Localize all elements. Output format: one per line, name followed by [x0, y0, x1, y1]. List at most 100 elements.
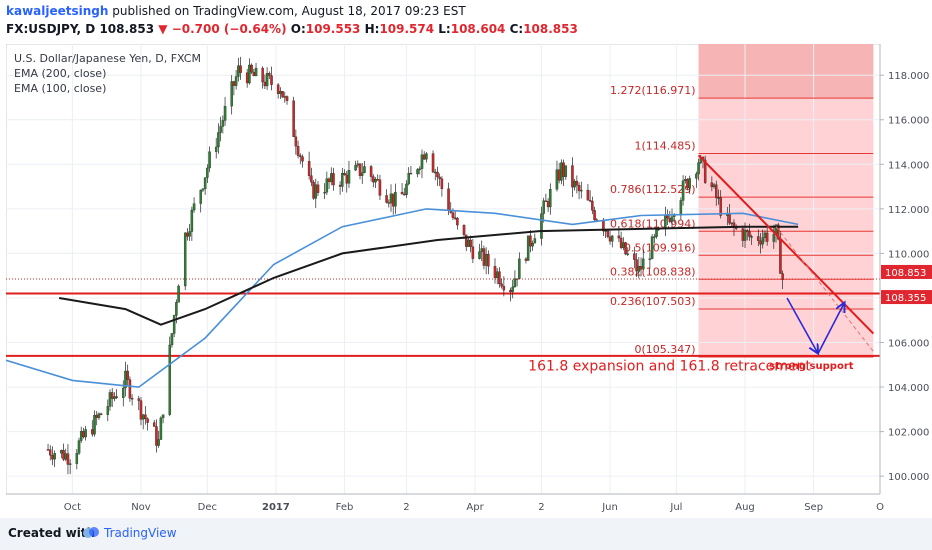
- candle-body: [250, 64, 253, 73]
- candle-body: [456, 217, 459, 226]
- legend-entry: EMA (200, close): [14, 67, 106, 80]
- candle-body: [741, 228, 745, 241]
- candle-body: [360, 172, 364, 176]
- candle-body: [232, 81, 236, 86]
- author-link[interactable]: kawaljeetsingh: [6, 4, 109, 18]
- candle-body: [480, 248, 483, 252]
- projection-arrow: [817, 302, 845, 355]
- candle-body: [779, 238, 782, 274]
- candle-body: [219, 126, 222, 133]
- candle-body: [128, 379, 132, 399]
- candle-body: [515, 278, 519, 280]
- candle-body: [347, 170, 351, 184]
- legend-entry: EMA (100, close): [14, 82, 106, 95]
- candle-body: [750, 236, 753, 238]
- candle-body: [407, 172, 410, 185]
- publish-line: kawaljeetsingh published on TradingView.…: [6, 4, 466, 18]
- candle-body: [493, 266, 497, 278]
- candle-body: [757, 236, 760, 241]
- x-tick-label: Dec: [198, 502, 217, 513]
- candle-body: [99, 413, 103, 415]
- candle-body: [75, 453, 79, 464]
- candle-body: [743, 230, 747, 241]
- x-tick-label: Feb: [336, 502, 354, 513]
- y-tick-label: 100.000: [888, 472, 929, 483]
- candle-body: [341, 173, 344, 187]
- candle-body: [513, 278, 517, 288]
- candle-body: [394, 191, 397, 207]
- candle-body: [487, 254, 490, 267]
- candle-body: [245, 72, 249, 84]
- fib-level-label: 0.5(109.916): [624, 241, 696, 254]
- candle-body: [562, 162, 565, 177]
- candle-body: [619, 237, 623, 248]
- candle-body: [60, 450, 63, 454]
- candle-body: [106, 406, 110, 415]
- candles-group: [46, 56, 784, 475]
- close-label: C:: [509, 22, 524, 36]
- candle-body: [710, 182, 714, 188]
- price-tag: [881, 290, 932, 305]
- candle-body: [97, 413, 101, 418]
- candle-body: [323, 192, 326, 194]
- candle-body: [378, 179, 382, 196]
- candle-body: [66, 453, 70, 465]
- candle-body: [159, 417, 163, 440]
- candle-body: [389, 193, 393, 204]
- candle-body: [639, 266, 643, 270]
- candle-body: [405, 183, 408, 195]
- candle-body: [617, 235, 621, 239]
- candle-body: [177, 285, 180, 303]
- x-tick-label: Oct: [64, 502, 81, 513]
- candle-body: [498, 271, 501, 285]
- candle-body: [626, 253, 630, 255]
- candle-body: [254, 67, 258, 77]
- candle-body: [763, 232, 767, 238]
- candle-body: [511, 286, 514, 293]
- candle-body: [655, 229, 658, 237]
- x-tick-label: Sep: [804, 502, 823, 513]
- candle-body: [586, 189, 590, 201]
- expansion-annotation: 161.8 expansion and 161.8 retracement: [528, 358, 811, 374]
- candle-body: [591, 200, 594, 211]
- price-chart[interactable]: 1.272(116.971) 1(114.485) 0.786(112.529) 0.…: [6, 44, 932, 518]
- candle-body: [137, 398, 141, 401]
- candle-body: [155, 426, 158, 446]
- candle-body: [130, 398, 134, 400]
- candle-body: [270, 75, 273, 85]
- candle-body: [188, 231, 191, 237]
- candle-body: [436, 171, 439, 178]
- tradingview-logo-icon: [83, 527, 99, 538]
- footer: Created with TradingView: [0, 518, 932, 550]
- candle-body: [451, 212, 455, 218]
- candle-body: [122, 387, 125, 398]
- y-tick-label: 102.000: [888, 428, 929, 439]
- x-tick-label: Apr: [466, 502, 484, 513]
- candle-body: [68, 463, 72, 465]
- candle-body: [664, 214, 667, 229]
- candle-body: [409, 172, 413, 175]
- candle-body: [684, 179, 687, 181]
- candle-body: [230, 81, 233, 107]
- candle-body: [420, 154, 424, 169]
- tradingview-brand[interactable]: TradingView: [104, 526, 177, 540]
- candle-body: [252, 71, 256, 77]
- candle-body: [542, 200, 545, 214]
- candle-body: [110, 392, 114, 399]
- candle-body: [312, 181, 315, 199]
- y-axis-panel: [880, 44, 932, 518]
- candle-body: [560, 162, 563, 181]
- candle-body: [281, 91, 284, 98]
- candle-body: [358, 163, 362, 176]
- candle-body: [557, 169, 561, 181]
- candle-body: [113, 396, 116, 399]
- candle-body: [170, 333, 174, 346]
- candle-body: [201, 188, 205, 191]
- candle-body: [265, 73, 269, 87]
- candle-body: [633, 253, 636, 260]
- candle-body: [540, 213, 543, 239]
- candle-body: [728, 213, 731, 224]
- candle-body: [62, 450, 65, 460]
- x-tick-label: Jul: [669, 502, 682, 513]
- candle-body: [283, 96, 287, 98]
